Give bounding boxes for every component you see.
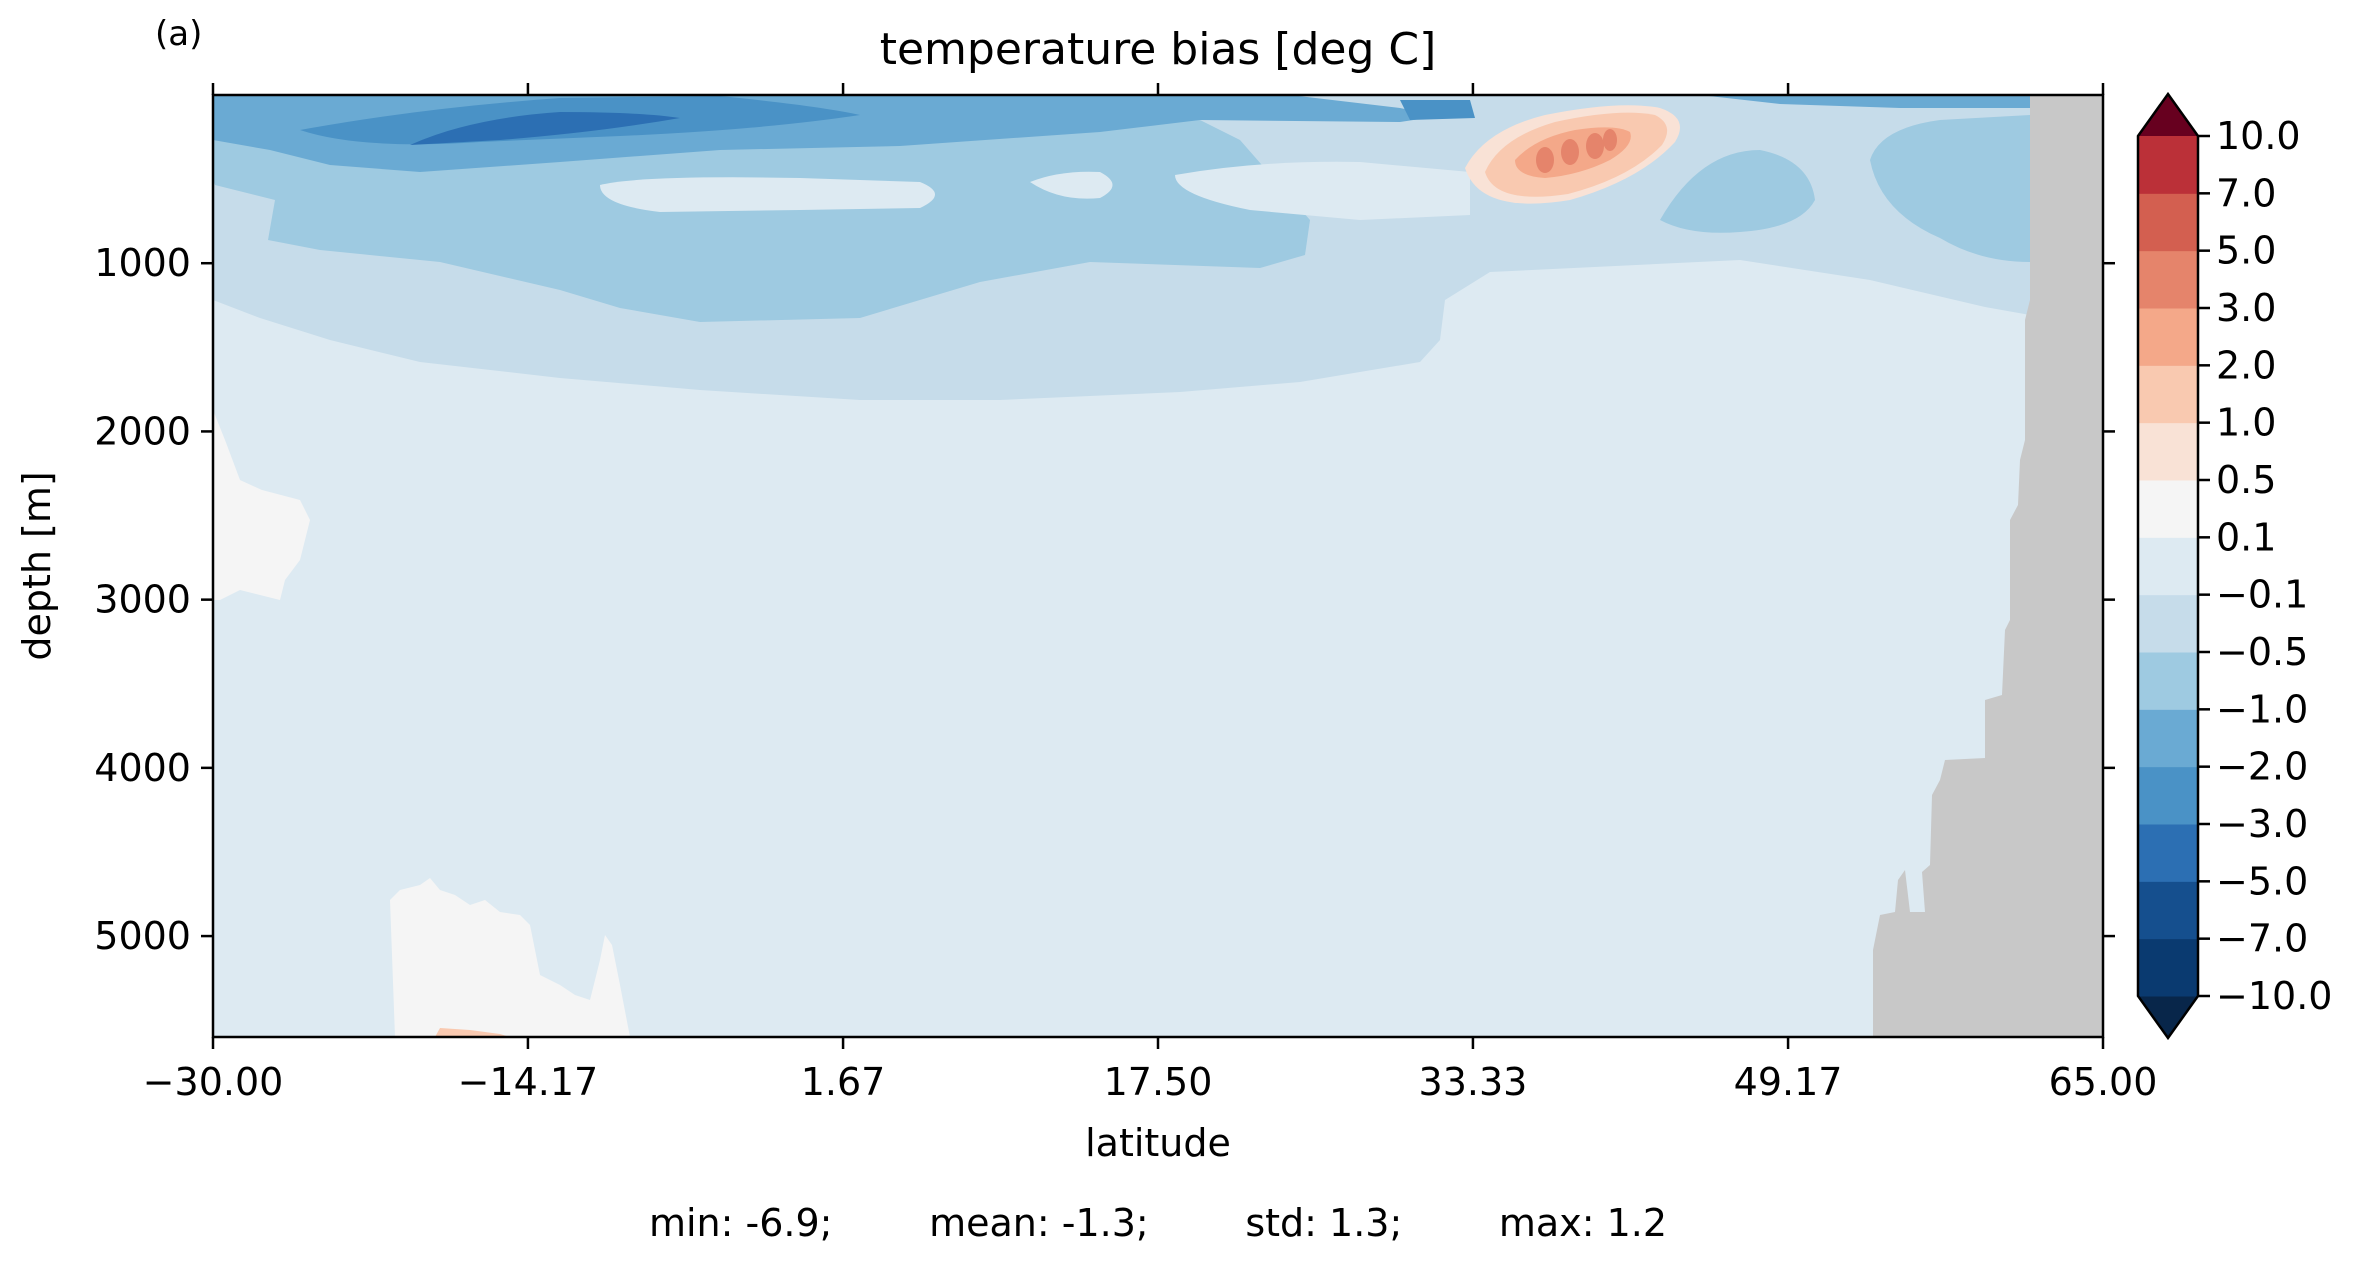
colorbar-swatch [2138,480,2198,538]
contour-minus-7-to-minus-5 [410,112,680,145]
colorbar-swatch [2138,537,2198,596]
x-tick-label: 65.00 [2049,1060,2158,1104]
y-tick-label: 5000 [94,914,191,958]
colorbar-swatch [2138,652,2198,710]
contour-minus-3-patch-b [1700,95,2030,108]
contour-plus-2-core-a [1536,147,1554,173]
colorbar-swatch [2138,881,2198,940]
x-tick-label: 33.33 [1419,1060,1528,1104]
contour-minus-2-patch-b [1870,115,2030,262]
x-tick-label: 1.67 [801,1060,886,1104]
y-axis-label: depth [m] [15,471,59,660]
colorbar-tick-label: 1.0 [2216,401,2276,445]
colorbar-tick-label: 2.0 [2216,343,2276,387]
panel-label: (a) [155,14,202,54]
contour-near-zero-deep [390,878,630,1037]
contour-plus-2-core-b [1561,139,1579,165]
contour-plus-2-core-d [1603,129,1617,151]
colorbar-swatch [2138,365,2198,424]
stats-line: min: -6.9; mean: -1.3; std: 1.3; max: 1.… [649,1201,1667,1245]
colorbar-tick-label: −3.0 [2216,802,2308,846]
colorbar-tick-label: −10.0 [2216,974,2332,1018]
colorbar-tick-label: −2.0 [2216,745,2308,789]
contour-minus-0.5-patch-b [1030,171,1113,199]
colorbar-swatch [2138,250,2198,309]
colorbar-swatch [2138,136,2198,194]
colorbar-swatch [2138,193,2198,252]
colorbar: −10.0 −7.0 −5.0 −3.0 −2.0 −1.0 −0.5 −0.1 0.1 0.5 1… [2136,91,2332,1041]
colorbar-swatch [2138,938,2198,997]
colorbar-swatch [2138,766,2198,825]
colorbar-tick-label: −0.5 [2216,630,2308,674]
contour-minus-2-patch-a [1660,150,1815,233]
colorbar-tick-label: 3.0 [2216,286,2276,330]
x-tick-label: 49.17 [1734,1060,1843,1104]
colorbar-tick-label: 0.1 [2216,515,2276,559]
colorbar-tick-label: 5.0 [2216,229,2276,273]
colorbar-swatch [2138,308,2198,366]
colorbar-tick-label: −7.0 [2216,917,2308,961]
colorbar-tick-label: −1.0 [2216,687,2308,731]
x-tick-label: −14.17 [458,1060,599,1104]
colorbar-extend-low [2138,996,2198,1038]
x-tick-label: 17.50 [1104,1060,1213,1104]
land-mask [1873,95,2103,1037]
contour-plus-2-core-c [1586,133,1604,159]
y-tick-label: 3000 [94,578,191,622]
contour-minus-0.5-patch-c [1175,161,1470,220]
colorbar-swatch [2138,709,2198,768]
contour-minus-5-patch-b [1400,100,1475,120]
colorbar-swatch [2138,422,2198,481]
contour-deep-warm-spot [435,1028,510,1037]
colorbar-swatch [2138,824,2198,882]
contour-minus-0.5-patch-a [600,177,935,212]
x-axis-ticks: −30.00 −14.17 1.67 17.50 33.33 49.17 65.00 [143,83,2158,1104]
chart-title: temperature bias [deg C] [880,24,1437,75]
y-tick-label: 2000 [94,409,191,453]
colorbar-tick-label: −0.1 [2216,573,2308,617]
colorbar-tick-label: 10.0 [2216,114,2301,158]
x-axis-label: latitude [1085,1121,1231,1165]
x-tick-label: −30.00 [143,1060,284,1104]
colorbar-tick-label: 7.0 [2216,171,2276,215]
contour-near-zero-west [213,410,310,600]
y-tick-label: 4000 [94,746,191,790]
colorbar-swatch [2138,594,2198,653]
colorbar-tick-label: −5.0 [2216,859,2308,903]
plot-area [213,95,2103,1037]
y-tick-label: 1000 [94,241,191,285]
colorbar-extend-high [2138,94,2198,136]
colorbar-tick-label: 0.5 [2216,458,2276,502]
y-axis-ticks: 1000 2000 3000 4000 5000 [94,241,2115,958]
